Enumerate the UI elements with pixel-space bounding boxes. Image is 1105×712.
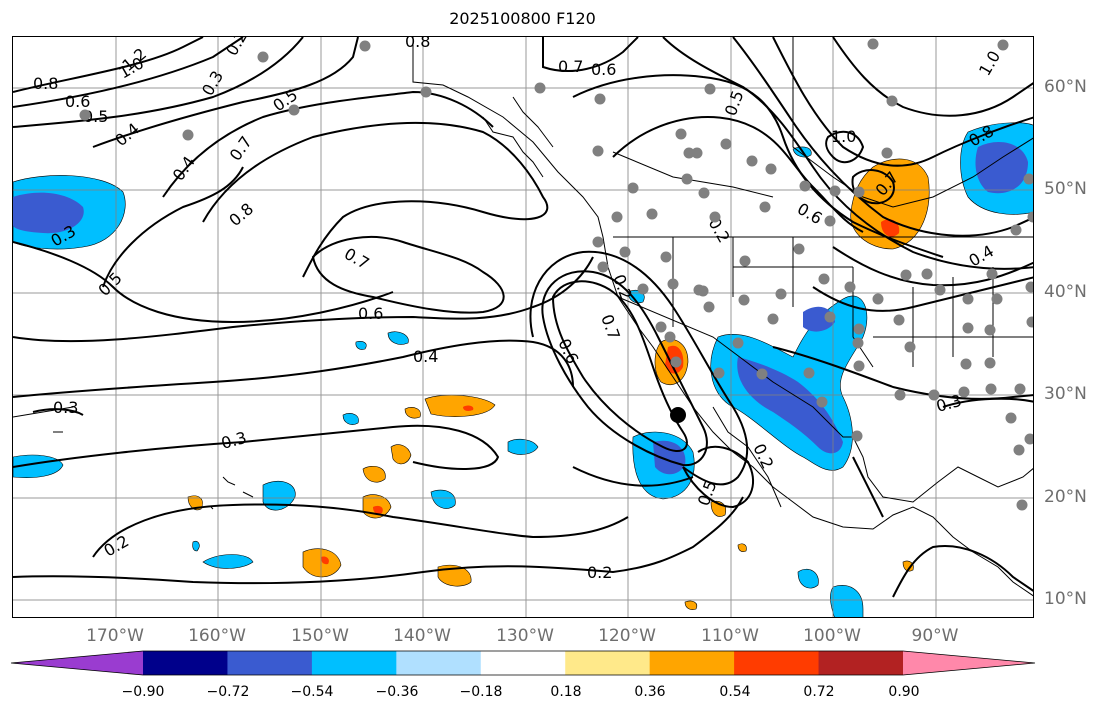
- colorbar-tick: −0.18: [459, 684, 503, 700]
- colorbar-segment: [734, 651, 820, 675]
- lat-label: 20°N: [1044, 487, 1087, 507]
- colorbar-segment: [649, 651, 735, 675]
- map-title: 2025100800 F120: [449, 9, 596, 28]
- colorbar: [10, 650, 1036, 676]
- lat-label: 40°N: [1044, 282, 1087, 302]
- shaded-field: [13, 122, 1033, 617]
- colorbar-segment: [311, 651, 397, 675]
- graticule: [13, 37, 1033, 617]
- lon-label: 90°W: [911, 626, 959, 646]
- contour-label: 0.8: [33, 74, 58, 93]
- contour-label: 0.5: [721, 88, 748, 118]
- contour-label: 0.6: [794, 199, 826, 228]
- contour-label: 0.6: [591, 60, 616, 79]
- lat-label: 10°N: [1044, 589, 1087, 609]
- colorbar-segment: [480, 651, 566, 675]
- colorbar-segment: [818, 651, 904, 675]
- colorbar-segment: [396, 651, 482, 675]
- contour-label: 0.2: [222, 37, 251, 59]
- colorbar-segment: [565, 651, 651, 675]
- colorbar-tick: −0.36: [375, 684, 419, 700]
- contour-label: 0.3: [53, 398, 78, 417]
- colorbar-segment: [143, 651, 228, 675]
- lat-label: 30°N: [1044, 384, 1087, 404]
- map-panel: 0.8 0.6 0.5 0.4 0.7 0.8 0.3 0.5 0.7 0.6 …: [12, 36, 1034, 618]
- lon-label: 170°W: [86, 626, 144, 646]
- contour-label: 0.6: [65, 92, 90, 111]
- contour-label: 0.3: [219, 428, 249, 453]
- contour-label: 0.6: [358, 304, 383, 323]
- colorbar-tick: 0.90: [888, 684, 920, 700]
- contour-label: 0.4: [413, 347, 438, 366]
- contour-label: 0.2: [587, 563, 612, 582]
- lon-label: 150°W: [291, 626, 349, 646]
- lat-label: 60°N: [1044, 77, 1087, 97]
- lon-label: 160°W: [188, 626, 246, 646]
- colorbar-tick: 0.72: [803, 684, 835, 700]
- lat-label: 50°N: [1044, 179, 1087, 199]
- contour-label: 0.2: [101, 531, 133, 560]
- contour-label: 0.7: [558, 57, 583, 76]
- lon-label: 140°W: [393, 626, 451, 646]
- contour-lines: [13, 37, 1033, 598]
- contour-label: 0.3: [198, 67, 227, 99]
- contour-label: 1.0: [831, 127, 856, 146]
- colorbar-tick: −0.90: [121, 684, 165, 700]
- contour-label: 0.4: [169, 153, 199, 185]
- lon-label: 110°W: [701, 626, 759, 646]
- reference-point-marker: [670, 407, 686, 423]
- contour-label: 0.7: [341, 244, 373, 273]
- colorbar-extend-high: [903, 651, 1035, 675]
- lon-label: 100°W: [803, 626, 861, 646]
- colorbar-segment: [227, 651, 313, 675]
- map-canvas: 0.8 0.6 0.5 0.4 0.7 0.8 0.3 0.5 0.7 0.6 …: [13, 37, 1033, 617]
- colorbar-extend-low: [11, 651, 143, 675]
- colorbar-tick: −0.54: [290, 684, 334, 700]
- contour-label: 0.7: [226, 133, 256, 165]
- colorbar-tick: 0.18: [550, 684, 582, 700]
- contour-label: 0.8: [225, 199, 257, 230]
- lon-label: 130°W: [496, 626, 554, 646]
- contour-label: 1.0: [975, 47, 1004, 79]
- contour-label: 0.7: [597, 312, 624, 342]
- colorbar-tick: −0.72: [206, 684, 250, 700]
- lon-label: 120°W: [598, 626, 656, 646]
- colorbar-tick: 0.54: [719, 684, 751, 700]
- contour-label: 0.8: [405, 37, 430, 51]
- colorbar-tick: 0.36: [634, 684, 666, 700]
